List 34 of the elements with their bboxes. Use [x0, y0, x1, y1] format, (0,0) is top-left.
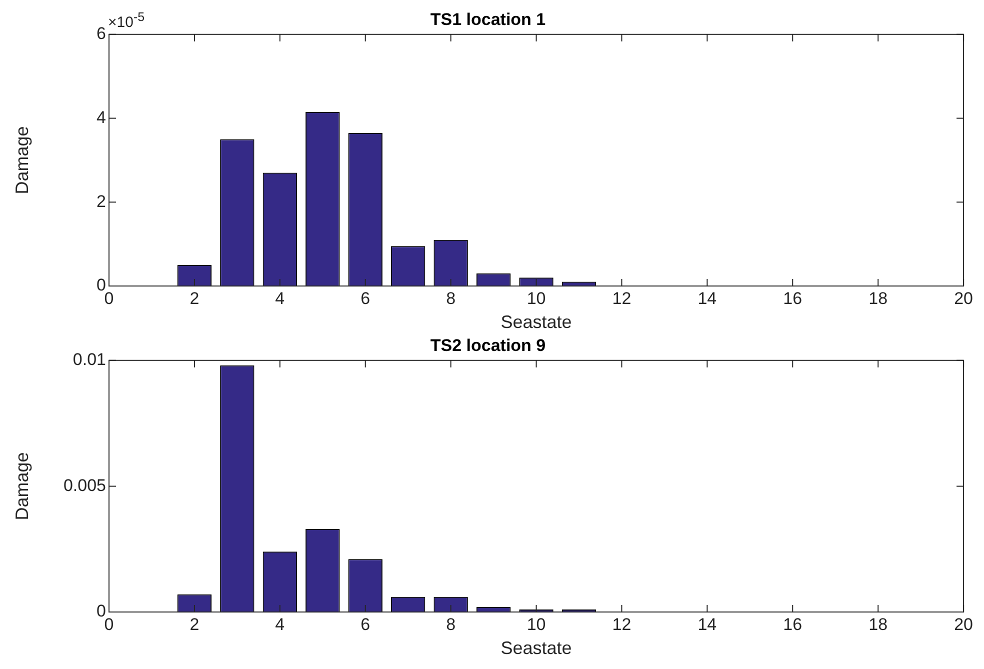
y-tick-label: 0.005 — [63, 476, 106, 495]
x-tick-label: 20 — [954, 288, 974, 308]
x-tick-label: 8 — [446, 288, 456, 308]
x-tick-label: 14 — [698, 288, 717, 308]
x-axis-title: Seastate — [500, 312, 572, 332]
x-tick-label: 2 — [190, 614, 200, 634]
x-tick-label: 16 — [783, 614, 802, 634]
x-tick-label: 4 — [275, 614, 285, 634]
y-tick-label: 0.01 — [72, 350, 106, 370]
x-tick-label: 12 — [612, 288, 632, 308]
y-tick-label: 6 — [96, 24, 106, 44]
y-tick-label: 0 — [96, 602, 106, 621]
x-tick-label: 4 — [275, 288, 285, 308]
x-axis-title: Seastate — [500, 638, 572, 658]
x-tick-label: 18 — [868, 614, 888, 634]
y-tick-label: 4 — [96, 108, 106, 127]
x-tick-label: 12 — [612, 614, 632, 634]
y-tick-label: 2 — [96, 192, 106, 211]
x-tick-label: 10 — [526, 288, 546, 308]
x-tick-label: 10 — [526, 614, 546, 634]
x-tick-label: 6 — [360, 288, 370, 308]
x-tick-label: 8 — [446, 614, 456, 634]
x-tick-label: 18 — [868, 288, 888, 308]
x-tick-label: 6 — [360, 614, 370, 634]
x-tick-label: 16 — [783, 288, 802, 308]
x-tick-label: 14 — [698, 614, 717, 634]
text: ×10$^{-5}$ — [108, 10, 145, 31]
y-axis-title: Damage — [12, 126, 32, 194]
x-tick-label: 20 — [954, 614, 974, 634]
y-tick-label: 0 — [96, 276, 106, 295]
y-axis-title: Damage — [12, 452, 32, 520]
chart-title: TS1 location 1 — [430, 10, 546, 29]
chart-title: TS2 location 9 — [430, 336, 546, 355]
x-tick-label: 2 — [190, 288, 200, 308]
